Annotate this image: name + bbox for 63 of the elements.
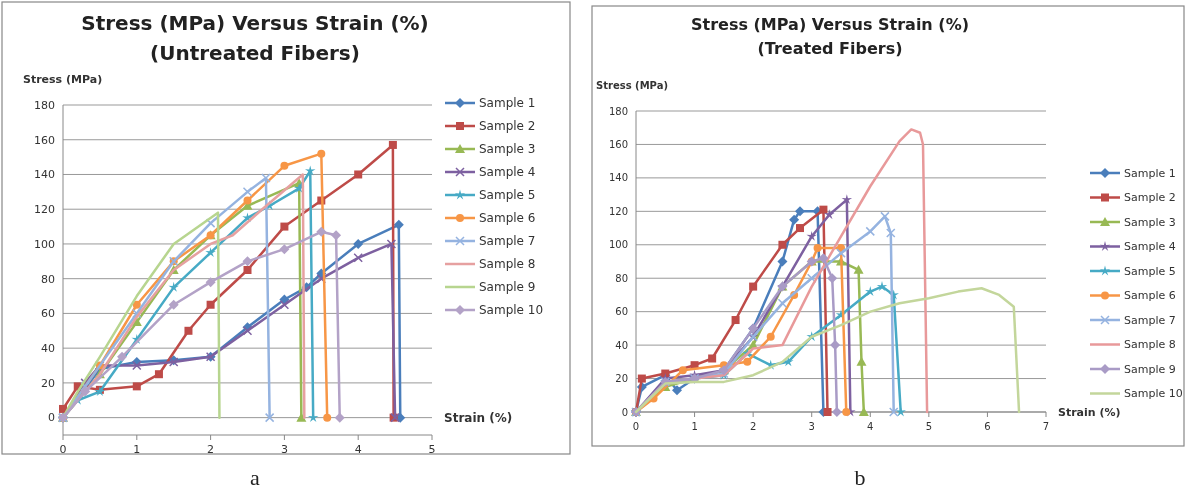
text: b xyxy=(854,465,866,490)
y-tick-label: 120 xyxy=(608,205,628,217)
x-tick-label: 7 xyxy=(1042,421,1050,432)
y-tick-label: 140 xyxy=(608,172,628,184)
legend-label: Sample 4 xyxy=(479,165,536,180)
chart-title: Stress (MPa) Versus Strain (%) xyxy=(81,11,429,35)
x-tick-label: 6 xyxy=(984,421,991,432)
x-tick-label: 1 xyxy=(133,443,141,456)
legend-label: Sample 8 xyxy=(1124,338,1176,352)
legend-label: Sample 9 xyxy=(1124,362,1176,376)
y-axis-title: Stress (MPa) xyxy=(23,73,103,86)
legend-label: Sample 4 xyxy=(1124,240,1176,254)
y-tick-label: 100 xyxy=(608,239,628,251)
y-tick-label: 160 xyxy=(34,133,55,147)
y-tick-label: 20 xyxy=(41,376,55,390)
legend-label: Sample 9 xyxy=(479,280,536,295)
y-tick-label: 40 xyxy=(615,339,628,351)
legend-label: Sample 8 xyxy=(479,257,536,272)
y-tick-label: 120 xyxy=(34,203,55,217)
y-tick-label: 80 xyxy=(615,272,628,284)
x-axis-title: Strain (%) xyxy=(444,410,513,425)
x-tick-label: 0 xyxy=(632,421,640,432)
x-tick-label: 3 xyxy=(280,443,288,456)
x-tick-label: 1 xyxy=(691,421,698,432)
x-tick-label: 2 xyxy=(207,443,215,456)
y-axis-title: Stress (MPa) xyxy=(596,80,668,91)
text: a xyxy=(250,465,261,490)
legend-label: Sample 10 xyxy=(479,303,544,318)
legend-label: Sample 2 xyxy=(1124,191,1176,205)
y-tick-label: 180 xyxy=(608,105,628,117)
chart-subtitle: (Untreated Fibers) xyxy=(150,41,360,65)
y-tick-label: 60 xyxy=(41,307,55,321)
y-tick-label: 160 xyxy=(608,138,628,150)
legend-label: Sample 6 xyxy=(479,211,536,226)
x-tick-label: 4 xyxy=(354,443,362,456)
legend-label: Sample 6 xyxy=(1124,289,1176,303)
y-tick-label: 20 xyxy=(615,373,628,385)
y-tick-label: 100 xyxy=(34,237,55,251)
legend-label: Sample 7 xyxy=(1124,313,1176,327)
y-tick-label: 140 xyxy=(34,168,55,182)
x-tick-label: 5 xyxy=(428,443,436,456)
y-tick-label: 60 xyxy=(615,306,628,318)
legend-label: Sample 5 xyxy=(1124,264,1176,278)
legend-label: Sample 1 xyxy=(479,96,536,111)
x-tick-label: 3 xyxy=(808,421,815,432)
legend-label: Sample 1 xyxy=(1124,166,1176,180)
chart-subtitle: (Treated Fibers) xyxy=(757,39,903,58)
legend-label: Sample 3 xyxy=(1124,215,1176,229)
legend-label: Sample 5 xyxy=(479,188,536,203)
x-axis-title: Strain (%) xyxy=(1058,406,1121,419)
x-tick-label: 4 xyxy=(867,421,874,432)
legend-label: Sample 7 xyxy=(479,234,536,249)
legend-label: Sample 3 xyxy=(479,142,536,157)
y-tick-label: 180 xyxy=(34,98,55,112)
x-tick-label: 2 xyxy=(749,421,757,432)
chart-title: Stress (MPa) Versus Strain (%) xyxy=(691,15,969,34)
y-tick-label: 80 xyxy=(41,272,55,286)
x-tick-label: 0 xyxy=(59,443,67,456)
legend-label: Sample 2 xyxy=(479,119,536,134)
y-tick-label: 0 xyxy=(621,406,628,418)
x-tick-label: 5 xyxy=(925,421,933,432)
legend-label: Sample 10 xyxy=(1124,387,1183,401)
y-tick-label: 40 xyxy=(41,342,55,356)
